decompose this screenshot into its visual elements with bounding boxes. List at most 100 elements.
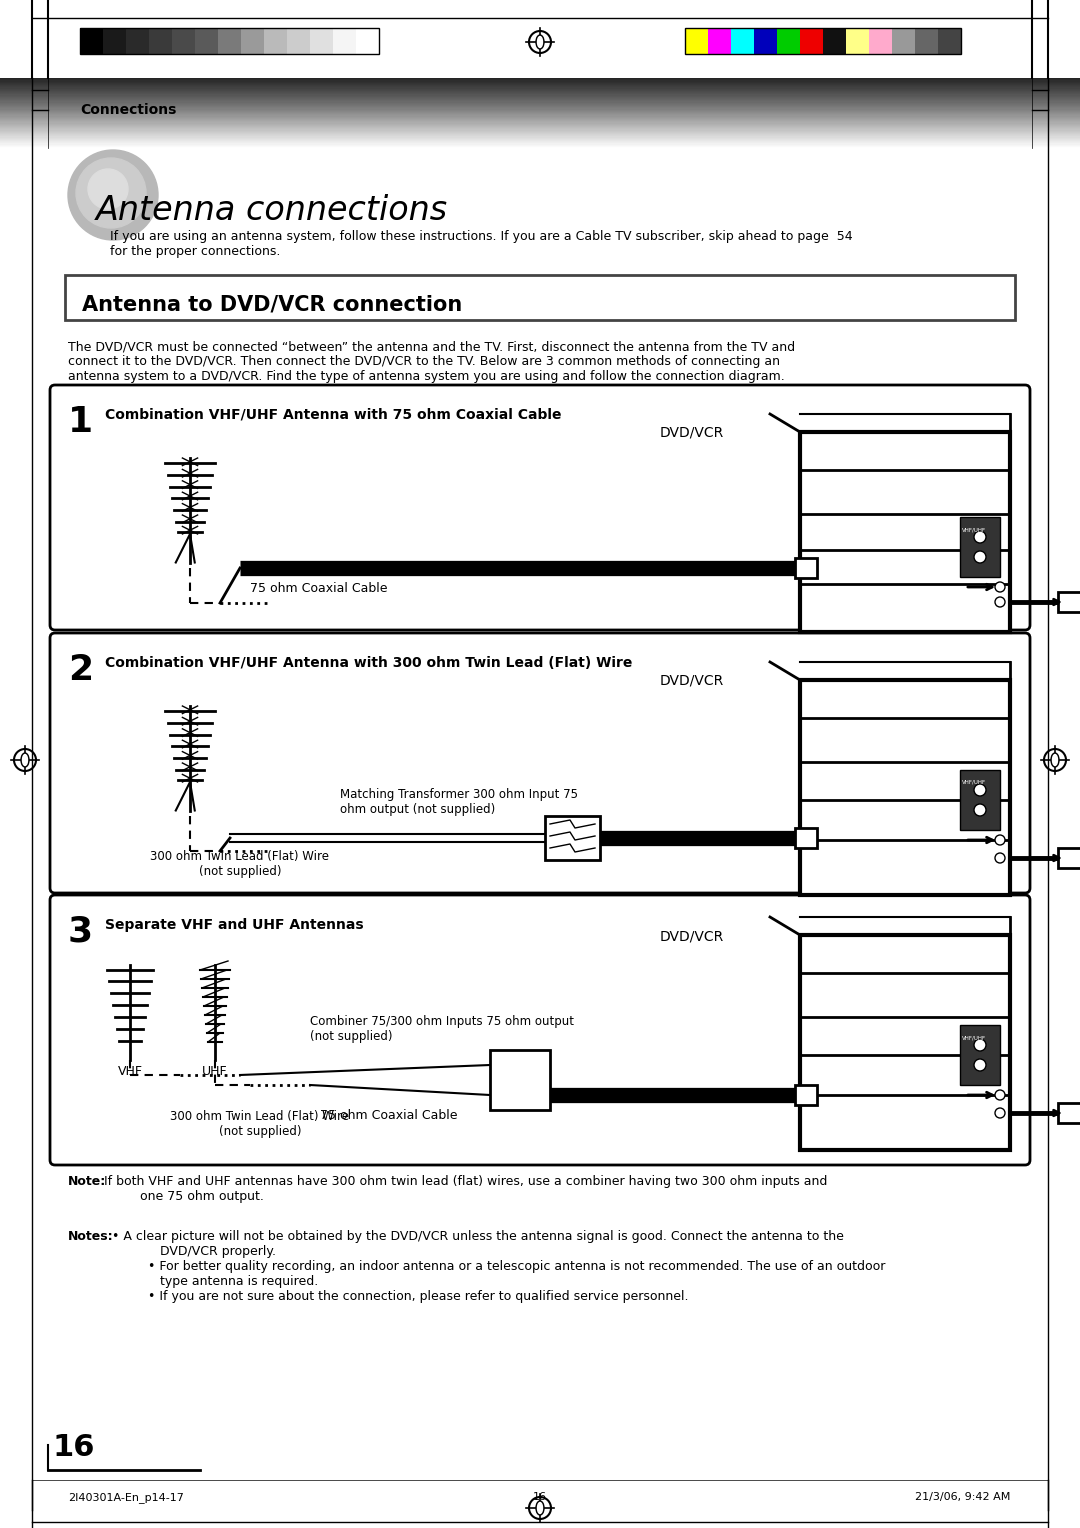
Bar [0,145,1080,147]
Text: DVD/VCR: DVD/VCR [660,672,725,688]
Bar [800,432,1010,633]
Bar [0,92,1080,93]
Bar [960,1025,1000,1085]
Bar [1058,591,1080,613]
Text: 300 ohm Twin Lead (Flat) Wire
(not supplied): 300 ohm Twin Lead (Flat) Wire (not suppl… [171,1109,350,1138]
Circle shape [974,1039,986,1051]
Text: Note:: Note: [68,1175,106,1187]
Bar [172,28,195,53]
Bar [0,81,1080,83]
Text: The DVD/VCR must be connected “between” the antenna and the TV. First, disconnec: The DVD/VCR must be connected “between” … [68,341,795,384]
Bar [0,115,1080,118]
Bar [0,101,1080,102]
Bar [264,28,287,53]
Text: 2I40301A-En_p14-17: 2I40301A-En_p14-17 [68,1491,184,1504]
Circle shape [974,804,986,816]
Bar [80,28,379,53]
Text: 3: 3 [68,915,93,949]
Bar [0,95,1080,98]
Text: UHF: UHF [202,1065,228,1077]
Circle shape [974,1059,986,1071]
Text: 75 ohm Coaxial Cable: 75 ohm Coaxial Cable [249,582,388,594]
Bar [960,516,1000,578]
Bar [0,141,1080,142]
Bar [800,28,823,53]
Text: Separate VHF and UHF Antennas: Separate VHF and UHF Antennas [105,918,364,932]
Bar [126,28,149,53]
Bar [0,144,1080,145]
Bar [80,28,103,53]
Bar [0,134,1080,138]
Bar [685,28,708,53]
Bar [0,116,1080,118]
Bar [777,28,800,53]
Ellipse shape [536,35,544,49]
Bar [0,110,1080,113]
Bar [0,0,1080,78]
Ellipse shape [538,37,542,47]
Text: If you are using an antenna system, follow these instructions. If you are a Cabl: If you are using an antenna system, foll… [110,231,852,258]
Bar [800,935,1010,1151]
Ellipse shape [1051,753,1059,767]
Bar [0,133,1080,134]
Text: DVD/VCR: DVD/VCR [660,425,725,439]
Bar [0,78,1080,79]
Ellipse shape [536,1500,544,1514]
Bar [0,125,1080,127]
Text: Connections: Connections [80,102,176,118]
Bar [823,28,846,53]
Bar [0,104,1080,105]
Circle shape [995,582,1005,591]
Bar [0,142,1080,144]
Bar [0,107,1080,108]
Text: Matching Transformer 300 ohm Input 75
ohm output (not supplied): Matching Transformer 300 ohm Input 75 oh… [340,788,578,816]
Circle shape [995,853,1005,863]
Circle shape [995,1108,1005,1118]
Bar [0,136,1080,138]
Bar [333,28,356,53]
Text: VHF: VHF [118,1065,143,1077]
Text: 16: 16 [534,1491,546,1502]
Bar [545,816,600,860]
Bar [65,275,1015,319]
Bar [195,28,218,53]
Bar [0,145,1080,147]
Bar [1058,1103,1080,1123]
Bar [0,83,1080,84]
Circle shape [995,834,1005,845]
Bar [892,28,915,53]
Bar [1058,848,1080,868]
Bar [731,28,754,53]
Bar [0,86,1080,87]
Bar [795,1085,816,1105]
Bar [0,148,1080,150]
Text: Combiner 75/300 ohm Inputs 75 ohm output
(not supplied): Combiner 75/300 ohm Inputs 75 ohm output… [310,1015,573,1044]
Bar [0,131,1080,133]
Text: 75 ohm Coaxial Cable: 75 ohm Coaxial Cable [320,1109,458,1122]
Bar [0,93,1080,95]
Text: 300 ohm Twin Lead (Flat) Wire
(not supplied): 300 ohm Twin Lead (Flat) Wire (not suppl… [150,850,329,879]
Text: 21/3/06, 9:42 AM: 21/3/06, 9:42 AM [915,1491,1010,1502]
Text: 2: 2 [68,652,93,688]
Bar [0,130,1080,131]
Circle shape [974,552,986,562]
Bar [0,118,1080,119]
Bar [310,28,333,53]
Bar [0,119,1080,121]
Text: Antenna to DVD/VCR connection: Antenna to DVD/VCR connection [82,295,462,315]
Bar [0,86,1080,87]
Bar [0,134,1080,136]
Bar [795,828,816,848]
Circle shape [995,1089,1005,1100]
Bar [795,558,816,578]
Bar [0,115,1080,116]
Bar [0,121,1080,122]
Bar [0,110,1080,112]
Bar [0,84,1080,86]
Bar [915,28,939,53]
Bar [0,101,1080,102]
Bar [0,139,1080,141]
Ellipse shape [23,755,27,766]
Bar [0,141,1080,142]
Bar [0,95,1080,96]
